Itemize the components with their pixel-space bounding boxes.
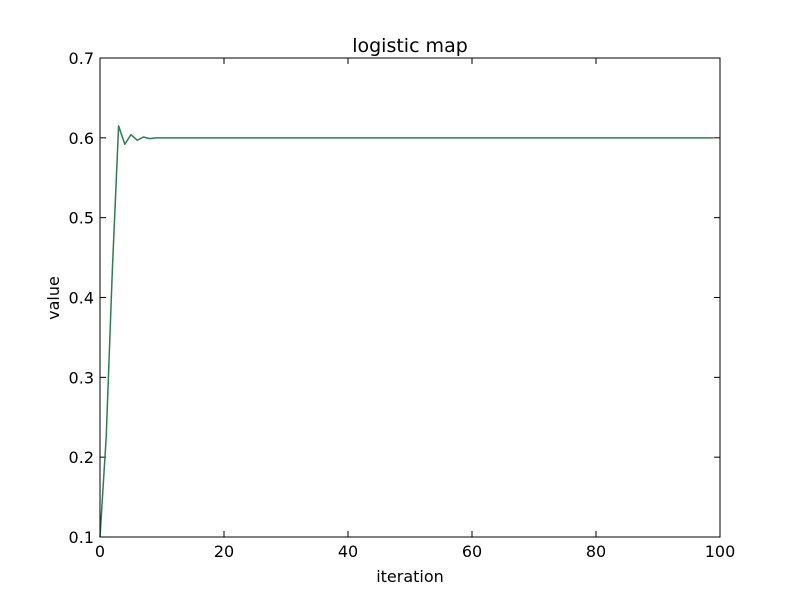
x-tick-label: 60: [462, 542, 482, 561]
x-tick-label: 40: [338, 542, 358, 561]
y-tick-label: 0.5: [69, 209, 94, 228]
y-tick-label: 0.7: [69, 49, 94, 68]
y-axis-label: value: [44, 276, 63, 320]
y-tick-label: 0.3: [69, 368, 94, 387]
x-tick-label: 20: [214, 542, 234, 561]
y-tick-label: 0.1: [69, 528, 94, 547]
y-tick-label: 0.6: [69, 129, 94, 148]
axis-ticks: 0 20 40 60 80 100 0.1 0.2 0.3 0.4 0.5 0.6 0.7: [69, 49, 736, 561]
series-layer: [99, 125, 714, 538]
x-tick-label: 80: [586, 542, 606, 561]
x-tick-label: 0: [95, 542, 105, 561]
plot-frame: [99, 57, 721, 538]
x-axis-label: iteration: [376, 567, 444, 586]
y-tick-label: 0.2: [69, 448, 94, 467]
y-tick-label: 0.4: [69, 289, 94, 308]
series-line: [99, 125, 714, 538]
chart-title: logistic map: [352, 35, 468, 57]
x-tick-label: 100: [705, 542, 736, 561]
